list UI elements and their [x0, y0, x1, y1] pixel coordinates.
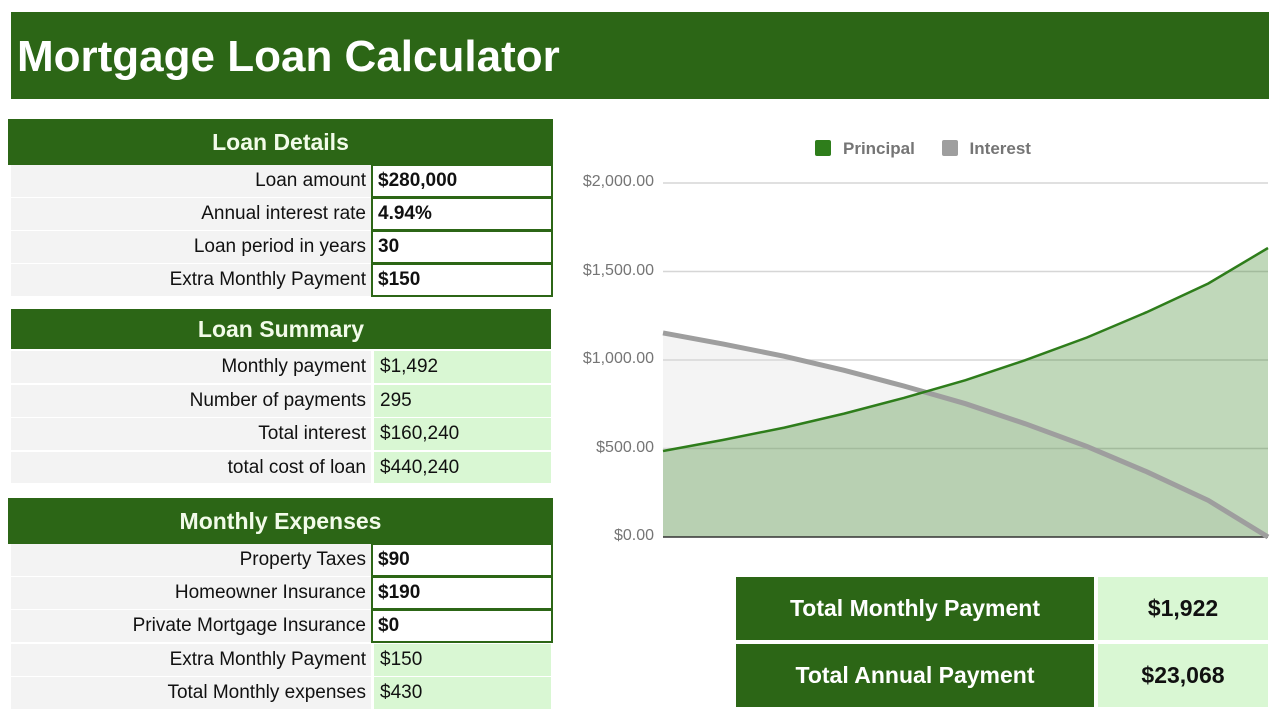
number-of-payments-label: Number of payments	[11, 385, 371, 417]
loan-amount-input[interactable]: $280,000	[371, 164, 553, 198]
principal-swatch-icon	[815, 140, 831, 156]
loan-period-input[interactable]: 30	[371, 230, 553, 264]
interest-area	[663, 332, 1268, 537]
total-monthly-payment-value: $1,922	[1098, 577, 1268, 640]
chart-legend: Principal Interest	[815, 139, 1031, 159]
y-tick-label: $0.00	[613, 527, 654, 544]
homeowner-insurance-label: Homeowner Insurance	[11, 577, 371, 609]
total-monthly-expenses-label: Total Monthly expenses	[11, 677, 371, 709]
legend-interest[interactable]: Interest	[941, 139, 1031, 158]
loan-details-header: Loan Details	[8, 119, 553, 165]
total-annual-payment-value: $23,068	[1098, 644, 1268, 707]
pmi-input[interactable]: $0	[371, 609, 553, 643]
interest-swatch-icon	[941, 140, 958, 156]
legend-principal-label: Principal	[843, 139, 915, 158]
extra-payment-label: Extra Monthly Payment	[11, 264, 371, 296]
y-tick-label: $1,000.00	[582, 350, 654, 367]
expenses-extra-payment-label: Extra Monthly Payment	[11, 644, 371, 676]
interest-rate-label: Annual interest rate	[11, 198, 371, 230]
number-of-payments-value: 295	[374, 385, 551, 417]
monthly-expenses-header: Monthly Expenses	[8, 498, 553, 544]
interest-rate-input[interactable]: 4.94%	[371, 197, 553, 231]
monthly-payment-value: $1,492	[374, 351, 551, 383]
total-cost-value: $440,240	[374, 452, 551, 483]
principal-line	[662, 246, 1269, 453]
loan-summary-header: Loan Summary	[11, 309, 551, 349]
y-tick-label: $2,000.00	[582, 173, 654, 190]
monthly-payment-label: Monthly payment	[11, 351, 371, 383]
pmi-label: Private Mortgage Insurance	[11, 610, 371, 642]
principal-area	[663, 248, 1268, 537]
total-interest-label: Total interest	[11, 418, 371, 450]
total-annual-payment-label: Total Annual Payment	[736, 644, 1094, 707]
total-monthly-expenses-value: $430	[374, 677, 551, 709]
page-title: Mortgage Loan Calculator	[11, 12, 1269, 99]
total-cost-label: total cost of loan	[11, 452, 371, 483]
total-monthly-payment-label: Total Monthly Payment	[736, 577, 1094, 640]
interest-line	[662, 330, 1270, 540]
total-interest-value: $160,240	[374, 418, 551, 450]
extra-payment-input[interactable]: $150	[371, 263, 553, 297]
loan-period-label: Loan period in years	[11, 231, 371, 263]
y-tick-label: $500.00	[596, 439, 654, 456]
expenses-extra-payment-value: $150	[374, 644, 551, 676]
y-tick-label: $1,500.00	[582, 262, 654, 279]
legend-principal[interactable]: Principal	[815, 139, 915, 158]
loan-amount-label: Loan amount	[11, 165, 371, 197]
legend-interest-label: Interest	[969, 139, 1031, 158]
property-taxes-label: Property Taxes	[11, 544, 371, 576]
